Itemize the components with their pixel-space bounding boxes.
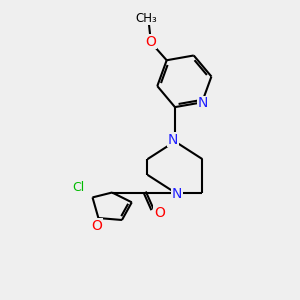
Text: O: O <box>154 206 165 220</box>
Text: N: N <box>172 188 182 202</box>
Text: CH₃: CH₃ <box>135 11 157 25</box>
Text: Cl: Cl <box>73 181 85 194</box>
Text: O: O <box>91 219 102 233</box>
Text: N: N <box>168 133 178 146</box>
Text: N: N <box>198 96 208 110</box>
Text: O: O <box>146 34 156 49</box>
